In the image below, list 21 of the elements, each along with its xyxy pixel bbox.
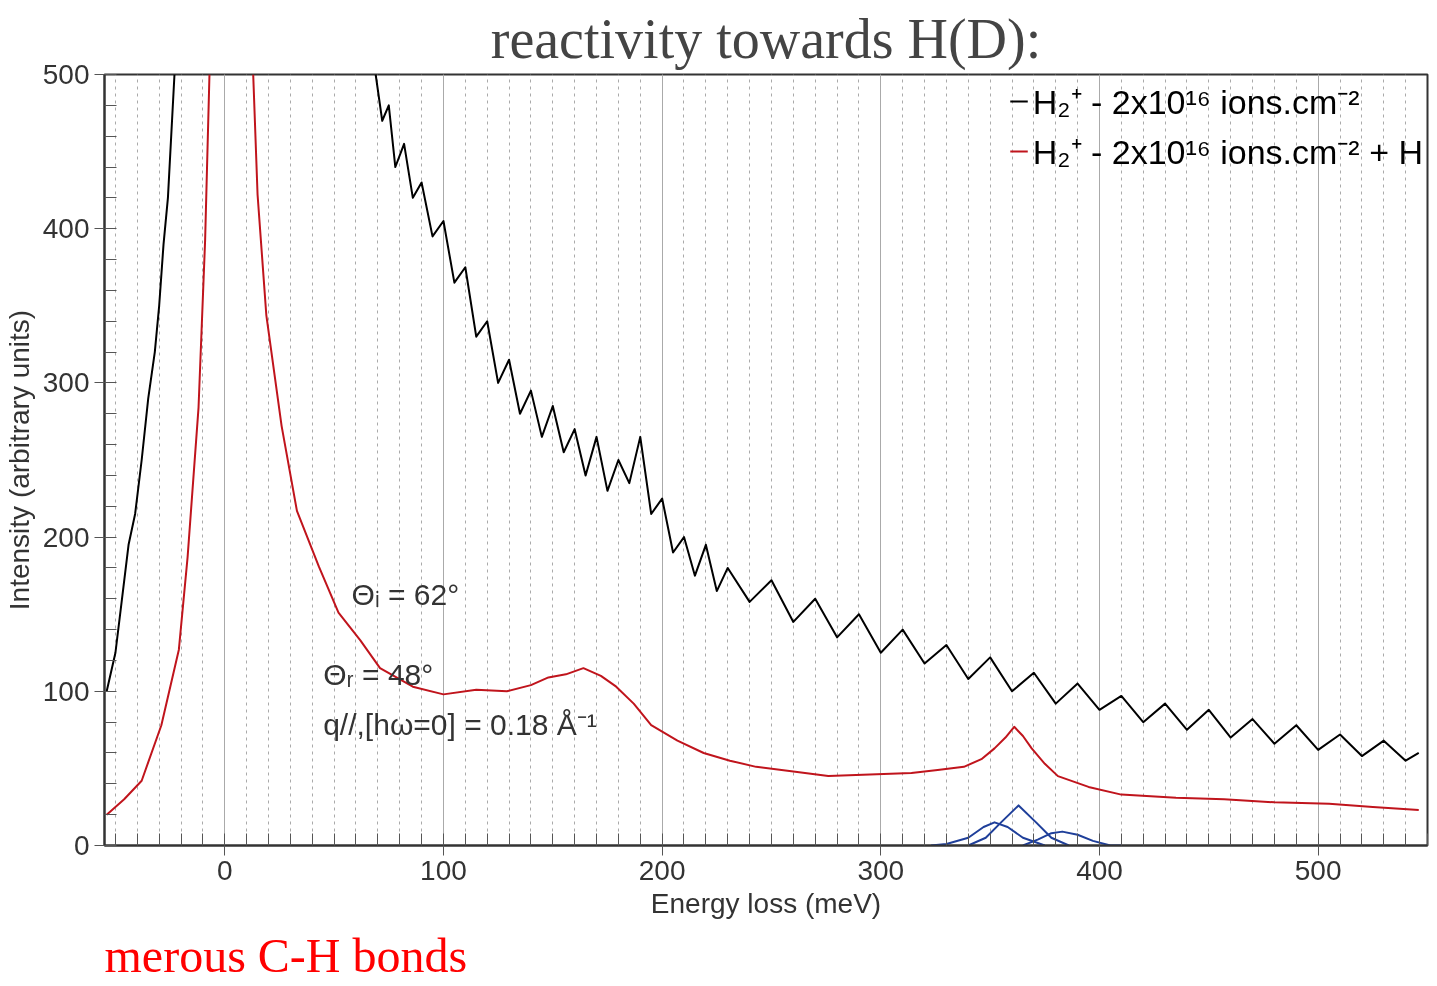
x-tick-label: 100 [420, 854, 467, 886]
x-tick-label: 300 [857, 854, 905, 886]
x-tick-label: 200 [638, 854, 686, 886]
x-tick-label: 500 [1294, 854, 1342, 886]
y-tick-label: 0 [73, 830, 90, 861]
legend-label: H₂⁺ - 2x10¹⁶ ions.cm⁻² [1032, 82, 1360, 123]
annotation: Θᵢ = 62° [351, 578, 460, 612]
annotation: Θᵣ = 48° [323, 658, 434, 692]
x-axis-title: Energy loss (meV) [650, 887, 882, 919]
x-tick-label: 400 [1076, 854, 1123, 886]
y-tick-label: 500 [42, 59, 90, 90]
y-tick-label: 100 [42, 675, 90, 707]
y-axis-title: Intensity (arbitrary units) [3, 309, 35, 611]
annotation: q//,[hω=0] = 0.18 Å⁻¹ [323, 707, 597, 741]
text: merous C-H bonds [104, 928, 468, 982]
chart-title: reactivity towards H(D): [490, 7, 1042, 71]
y-tick-label: 200 [42, 521, 90, 553]
y-tick-label: 400 [42, 213, 90, 245]
x-tick-label: 0 [216, 854, 233, 886]
legend-label: H₂⁺ - 2x10¹⁶ ions.cm⁻² + H [1032, 132, 1423, 173]
y-tick-label: 300 [42, 367, 90, 399]
